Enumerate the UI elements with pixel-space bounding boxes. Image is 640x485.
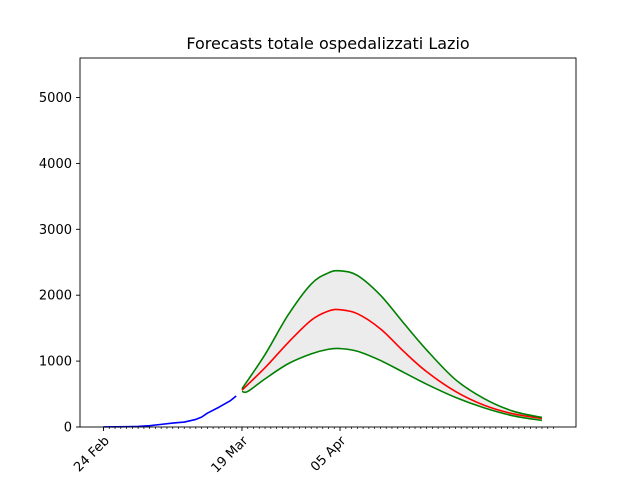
plot-frame — [79, 57, 577, 428]
y-tick-label: 1000 — [39, 355, 72, 370]
chart-title: Forecasts totale ospedalizzati Lazio — [186, 34, 470, 53]
x-tick-label: 05 Apr — [308, 433, 350, 475]
series-forecast — [241, 308, 543, 420]
confidence-band — [241, 270, 542, 421]
y-tick-label: 4000 — [39, 157, 72, 172]
series-observed — [103, 395, 237, 428]
y-tick-label: 3000 — [39, 223, 72, 238]
y-tick-label: 5000 — [39, 91, 72, 106]
x-tick-label: 19 Mar — [209, 433, 252, 476]
y-tick-label: 0 — [64, 421, 72, 436]
x-tick-label: 24 Feb — [71, 434, 113, 476]
series-lower-bound — [241, 347, 543, 422]
series-upper-bound — [241, 269, 543, 419]
y-tick-label: 2000 — [39, 289, 72, 304]
